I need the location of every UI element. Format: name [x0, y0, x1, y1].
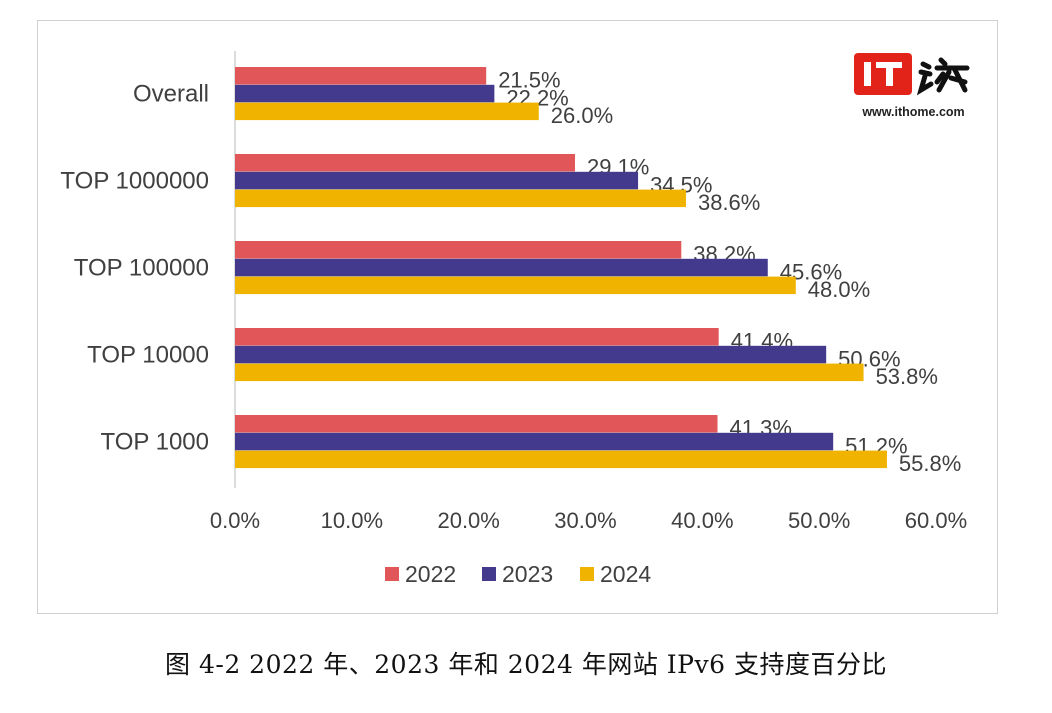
bar-2024-2 — [235, 276, 796, 295]
bar-2023-3 — [235, 345, 827, 364]
category-label-3: TOP 10000 — [87, 341, 209, 368]
x-tick-label-6: 60.0% — [905, 508, 967, 533]
legend-label-2022: 2022 — [405, 561, 456, 587]
chart-frame: Overall 21.5% 22.2% 26.0% TOP 1000000 29.1% 34… — [37, 20, 998, 614]
x-tick-label-4: 40.0% — [671, 508, 733, 533]
watermark-site: www.ithome.com — [862, 105, 965, 119]
category-label-4: TOP 1000 — [100, 428, 209, 455]
bar-2022-0 — [235, 67, 487, 85]
x-tick-label-2: 20.0% — [437, 508, 499, 533]
bar-2022-1 — [235, 154, 575, 172]
ithome-watermark: www.ithome.com — [851, 50, 976, 122]
x-tick-label-0: 0.0% — [210, 508, 260, 533]
legend-label-2023: 2023 — [502, 561, 553, 587]
data-label-2024-0: 26.0% — [551, 103, 613, 128]
bar-2024-0 — [235, 102, 539, 121]
bar-2023-2 — [235, 258, 768, 277]
data-label-2024-2: 48.0% — [808, 277, 870, 302]
legend-swatch-2023 — [482, 567, 496, 581]
bar-2022-2 — [235, 241, 682, 259]
x-tick-label-1: 10.0% — [321, 508, 383, 533]
bar-2023-1 — [235, 171, 639, 190]
legend-swatch-2024 — [580, 567, 594, 581]
x-tick-label-5: 50.0% — [788, 508, 850, 533]
data-label-2024-4: 55.8% — [899, 451, 961, 476]
category-label-1: TOP 1000000 — [60, 167, 209, 194]
bar-2022-3 — [235, 328, 719, 346]
legend-label-2024: 2024 — [600, 561, 651, 587]
x-tick-label-3: 30.0% — [554, 508, 616, 533]
bar-2024-3 — [235, 363, 864, 382]
data-label-2024-1: 38.6% — [698, 190, 760, 215]
ithome-logo-icon — [854, 53, 970, 96]
bar-2024-1 — [235, 189, 686, 208]
bar-2023-4 — [235, 432, 834, 451]
figure-caption: 图 4-2 2022 年、2023 年和 2024 年网站 IPv6 支持度百分… — [165, 650, 887, 679]
bar-2024-4 — [235, 450, 887, 469]
data-label-2024-3: 53.8% — [876, 364, 938, 389]
legend-swatch-2022 — [385, 567, 399, 581]
bar-2023-0 — [235, 84, 495, 103]
category-label-2: TOP 100000 — [74, 254, 209, 281]
category-label-0: Overall — [133, 80, 209, 107]
data-label-2022-0: 21.5% — [498, 68, 560, 93]
bar-2022-4 — [235, 415, 718, 433]
